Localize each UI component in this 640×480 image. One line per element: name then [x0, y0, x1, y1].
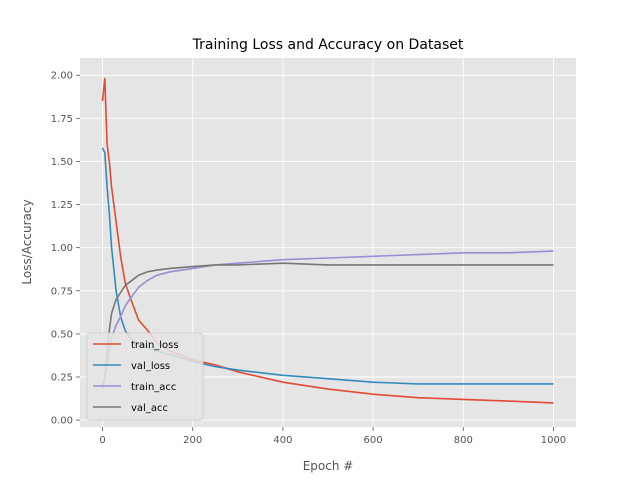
legend: train_loss val_loss train_acc val_acc: [86, 332, 204, 421]
y-tick-label: 0.25: [51, 372, 73, 383]
x-tick-label: 400: [273, 435, 292, 446]
y-tick-label: 1.00: [51, 243, 73, 254]
ticks: 0 200 400 600 800 1000 0.00 0.25 0.50 0.75 1.00 1.2…: [51, 71, 566, 446]
y-tick-label: 0.75: [51, 286, 73, 297]
y-axis-label: Loss/Accuracy: [20, 199, 34, 284]
x-tick-label: 800: [454, 435, 473, 446]
legend-label: train_loss: [131, 340, 179, 351]
legend-label: val_acc: [131, 403, 168, 414]
series-line-val-acc: [101, 262, 554, 390]
legend-label: val_loss: [131, 361, 170, 372]
legend-box: [86, 332, 204, 421]
legend-label: train_acc: [131, 382, 176, 393]
y-tick-label: 0.50: [51, 329, 73, 340]
chart-title: Training Loss and Accuracy on Dataset: [192, 37, 464, 53]
x-tick-label: 600: [364, 435, 383, 446]
x-tick-label: 200: [183, 435, 202, 446]
x-tick-label: 1000: [541, 435, 566, 446]
y-tick-label: 0.00: [51, 416, 73, 427]
y-tick-label: 2.00: [51, 71, 73, 82]
y-tick-label: 1.75: [51, 114, 73, 125]
y-tick-label: 1.25: [51, 200, 73, 211]
x-tick-label: 0: [99, 435, 105, 446]
x-axis-label: Epoch #: [303, 459, 354, 473]
y-tick-label: 1.50: [51, 157, 73, 168]
